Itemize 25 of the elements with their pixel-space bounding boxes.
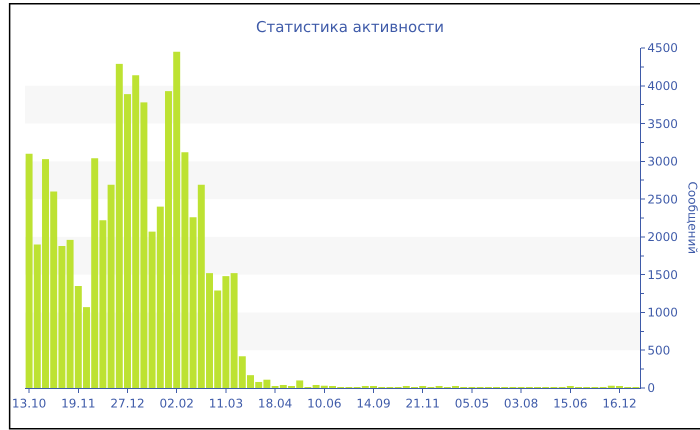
x-tick-label: 19.11 <box>61 396 96 410</box>
x-tick-label: 27.12 <box>110 396 145 410</box>
x-tick-label: 16.12 <box>602 396 637 410</box>
y-tick-label: 2500 <box>647 192 678 206</box>
y-axis-title: Сообщений <box>686 182 700 254</box>
y-tick-label: 1500 <box>647 268 678 282</box>
y-tick-label: 0 <box>647 381 656 396</box>
y-tick-label: 4500 <box>647 41 678 56</box>
y-tick-label: 3500 <box>647 116 678 131</box>
y-tick-label: 1000 <box>647 306 678 320</box>
x-tick-label: 21.11 <box>406 396 440 410</box>
x-tick-label: 02.02 <box>160 396 194 410</box>
x-tick-label: 11.03 <box>208 396 244 410</box>
y-tick-label: 4000 <box>647 78 678 93</box>
x-tick-label: 14.09 <box>356 396 391 410</box>
y-tick-label: 3000 <box>647 154 678 169</box>
x-tick-label: 10.06 <box>307 396 342 410</box>
y-tick-label: 2000 <box>647 230 678 244</box>
x-tick-label: 13.10 <box>12 396 46 410</box>
x-tick-label: 18.04 <box>258 396 292 410</box>
y-tick-label: 500 <box>647 343 670 358</box>
chart-title: Статистика активности <box>256 18 444 36</box>
x-tick-label: 15.06 <box>553 396 588 410</box>
x-tick-label: 03.08 <box>504 396 538 410</box>
x-tick-label: 05.05 <box>454 396 490 410</box>
